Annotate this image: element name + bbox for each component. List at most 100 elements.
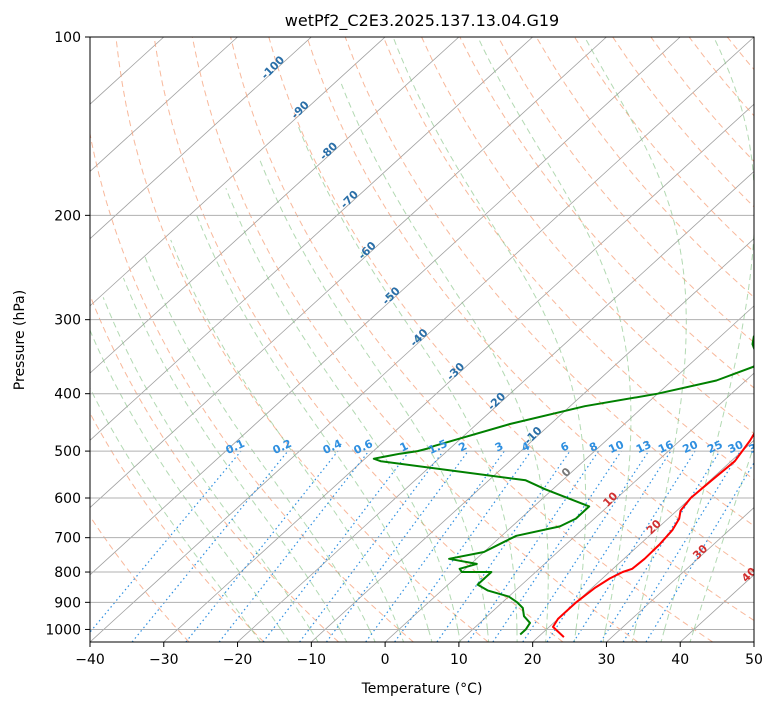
isotherm [163, 103, 754, 642]
mixing-ratio-line [645, 461, 754, 642]
isotherm [90, 37, 238, 172]
dry-adiabat [344, 37, 754, 527]
moist-adiabat [457, 629, 461, 642]
moist-adiabat [309, 629, 319, 642]
moist-adiabat [631, 629, 636, 642]
y-tick-label: 800 [54, 565, 81, 581]
isotherm-label: 10 [600, 489, 620, 509]
mixing-ratio-line [467, 450, 600, 642]
mixing-ratio-line [600, 450, 721, 642]
isotherm [606, 507, 754, 642]
y-tick-label: 1000 [45, 622, 81, 638]
y-tick-label: 400 [54, 387, 81, 403]
profile-lines [372, 335, 754, 638]
dry-adiabat [382, 37, 754, 481]
mixing-ratio-line [262, 450, 410, 642]
moist-adiabat [689, 629, 695, 642]
isotherm-label: -100 [259, 53, 288, 82]
mixing-ratio-label: 13 [634, 438, 653, 456]
x-tick-label: 30 [598, 652, 616, 668]
mixing-ratio-label: 25 [705, 438, 724, 456]
mixing-ratio-label: 0.4 [321, 437, 344, 457]
moist-adiabat [664, 37, 754, 630]
x-axis-label: Temperature (°C) [361, 681, 483, 697]
temperature-profile [552, 432, 754, 638]
y-ticks: 100 200 300 400 500 600 700 800 900 1000 [45, 30, 90, 638]
isotherm-label: -70 [338, 188, 361, 211]
y-tick-label: 300 [54, 313, 81, 329]
moist-adiabat [545, 629, 547, 642]
dewpoint-profile [372, 335, 754, 636]
x-tick-label: 40 [671, 652, 689, 668]
mixing-ratio-line [90, 450, 242, 634]
isotherm [237, 170, 754, 642]
mixing-ratio-line [325, 450, 469, 642]
y-tick-label: 100 [54, 30, 81, 46]
moist-adiabat [280, 629, 290, 642]
dry-adiabat [766, 37, 775, 642]
moist-adiabat [102, 297, 311, 630]
dry-adiabat [497, 37, 754, 344]
plot-frame [89, 36, 755, 643]
dry-adiabat [421, 37, 754, 435]
isotherm [532, 439, 754, 642]
y-tick-label: 200 [54, 208, 81, 224]
isotherm [90, 37, 460, 374]
moist-adiabat [225, 188, 459, 630]
isotherm [90, 37, 386, 307]
moist-adiabat [584, 37, 687, 630]
mixing-ratio-label: 0.1 [224, 437, 247, 457]
background-lines [90, 37, 775, 642]
moist-adiabat [90, 328, 282, 630]
isotherm-label: 30 [690, 542, 710, 562]
isotherm [311, 238, 754, 642]
mixing-ratio-line [436, 450, 571, 642]
dry-adiabat [90, 131, 414, 642]
isotherm-label: 20 [644, 517, 664, 537]
x-tick-label: −30 [149, 652, 179, 668]
y-axis-label: Pressure (hPa) [12, 290, 28, 390]
x-tick-label: 20 [524, 652, 542, 668]
moist-adiabat [573, 629, 577, 642]
isotherm [90, 37, 533, 441]
dry-adiabat [90, 412, 265, 642]
mixing-ratio-label: 1.5 [426, 437, 449, 457]
isotherm-label: -90 [289, 98, 312, 121]
isotherm [753, 641, 754, 642]
x-tick-label: −40 [75, 652, 105, 668]
isotherm [90, 37, 607, 509]
moist-adiabat [477, 37, 632, 630]
mixing-ratio-line [394, 450, 532, 642]
mixing-ratio-line [622, 450, 741, 642]
isotherm [90, 37, 681, 576]
dry-adiabat [115, 37, 489, 642]
dry-adiabat [153, 37, 564, 642]
y-tick-label: 500 [54, 444, 81, 460]
mixing-ratio-label: 16 [656, 438, 676, 456]
moist-adiabat [660, 629, 665, 642]
y-tick-label: 900 [54, 595, 81, 611]
mixing-ratio-label: 0.2 [271, 437, 294, 457]
moist-adiabat [693, 444, 754, 630]
mixing-ratio-label: 6 [559, 439, 572, 454]
x-tick-label: 0 [381, 652, 390, 668]
mixing-ratio-line [546, 450, 672, 642]
mixing-ratio-line [365, 450, 505, 642]
dry-adiabat [535, 37, 754, 298]
isotherm-label: -80 [317, 139, 340, 162]
x-tick-label: 10 [450, 652, 468, 668]
moist-adiabat [368, 629, 376, 642]
isotherm [90, 37, 754, 642]
moist-adiabat [339, 629, 348, 642]
y-tick-label: 700 [54, 531, 81, 547]
dry-adiabat [268, 37, 754, 622]
isotherm [458, 372, 754, 642]
moist-adiabat [427, 629, 433, 642]
mixing-ratio-label: 2 [457, 440, 469, 455]
mixing-ratio-label: 0.6 [352, 437, 375, 457]
dry-adiabat [459, 37, 754, 389]
moist-adiabat [170, 239, 400, 630]
mixing-ratio-line [218, 450, 370, 642]
dry-adiabat [306, 37, 754, 574]
